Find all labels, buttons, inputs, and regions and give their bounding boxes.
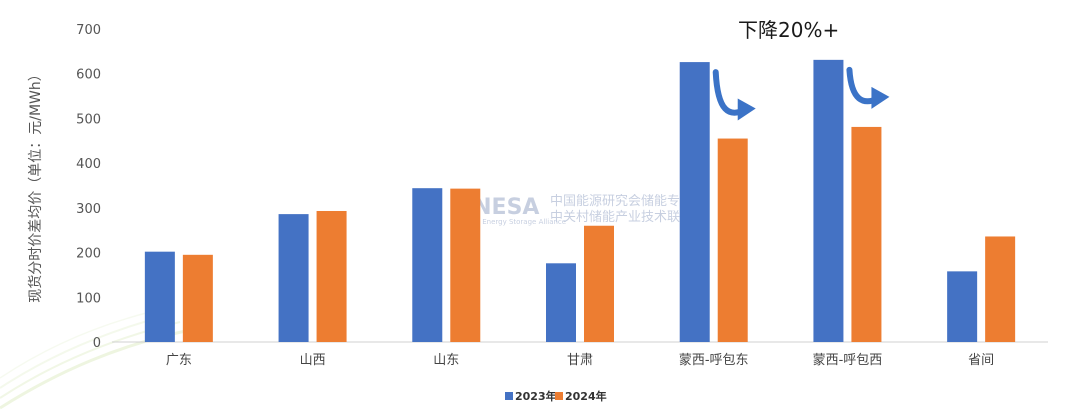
legend-swatch-2024 (555, 392, 563, 400)
legend-label-2024: 2024年 (565, 389, 607, 403)
bar-2024年-广东 (182, 254, 213, 342)
legend-swatch-2023 (505, 392, 513, 400)
category-label: 蒙西-呼包西 (813, 353, 883, 368)
y-tick-label: 200 (76, 247, 101, 262)
bar-2024年-山西 (316, 210, 347, 342)
bars (144, 59, 1016, 343)
watermark-line1: 中国能源研究会储能专委会 (550, 194, 706, 209)
bar-2024年-蒙西-呼包西 (851, 126, 882, 342)
category-label: 山东 (433, 353, 459, 368)
bar-2024年-省间 (985, 236, 1016, 342)
watermark: CNESA 中国能源研究会储能专委会 中关村储能产业技术联盟 China Ene… (457, 194, 706, 226)
legend: 2023年 2024年 (505, 389, 607, 403)
bar-2024年-甘肃 (584, 225, 614, 342)
y-tick-label: 0 (93, 336, 101, 351)
watermark-line2: 中关村储能产业技术联盟 (550, 210, 693, 225)
decline-arrows (712, 66, 890, 121)
x-axis-categories: 广东 山西 山东 甘肃 蒙西-呼包东 蒙西-呼包西 省间 (166, 353, 994, 368)
category-label: 省间 (968, 353, 994, 368)
bar-2023年-蒙西-呼包西 (813, 59, 844, 343)
bar-2024年-蒙西-呼包东 (717, 138, 748, 342)
category-label: 蒙西-呼包东 (679, 353, 749, 368)
y-tick-label: 400 (76, 157, 101, 172)
y-axis-label: 现货分时价差均价（单位：元/MWh） (27, 67, 44, 303)
bar-2023年-广东 (144, 251, 175, 342)
bar-2024年-山东 (450, 188, 481, 342)
legend-label-2023: 2023年 (515, 389, 557, 403)
y-tick-label: 500 (76, 112, 101, 127)
bar-2023年-省间 (947, 271, 978, 342)
bar-2023年-山东 (412, 188, 443, 342)
decline-arrow (846, 66, 890, 109)
y-tick-label: 700 (76, 23, 101, 38)
watermark-sub: China Energy Storage Alliance (460, 218, 566, 226)
y-tick-label: 600 (76, 68, 101, 83)
y-axis-ticks: 0 100 200 300 400 500 600 700 (76, 23, 101, 351)
y-tick-label: 100 (76, 291, 101, 306)
bar-2023年-山西 (278, 214, 309, 342)
decline-arrow (712, 69, 756, 121)
y-tick-label: 300 (76, 202, 101, 217)
bar-2023年-蒙西-呼包东 (679, 62, 710, 343)
category-label: 广东 (166, 353, 192, 368)
category-label: 山西 (300, 353, 326, 368)
bar-2023年-甘肃 (546, 263, 576, 342)
annotation-text: 下降20%+ (738, 18, 839, 42)
category-label: 甘肃 (567, 353, 593, 368)
